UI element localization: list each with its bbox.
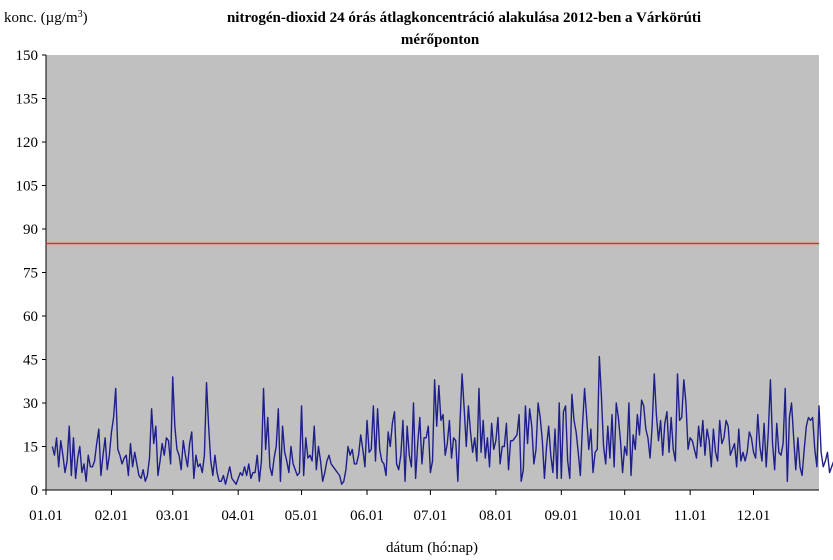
y-tick-label: 0 bbox=[31, 483, 39, 499]
x-tick-label: 01.01 bbox=[29, 508, 63, 524]
y-axis-label: konc. (µg/m3) bbox=[4, 9, 88, 27]
x-tick-label: 08.01 bbox=[479, 508, 513, 524]
y-tick-label: 60 bbox=[23, 309, 38, 325]
x-tick-label: 07.01 bbox=[414, 508, 448, 524]
series-group bbox=[51, 355, 833, 485]
x-tick-label: 04.01 bbox=[221, 508, 255, 524]
x-tick-label: 03.01 bbox=[156, 508, 190, 524]
x-axis: 01.01 02.01 03.01 04.01 05.01 06.01 07.01 08.01… bbox=[29, 490, 770, 524]
chart-title-line1: nitrogén-dioxid 24 órás átlagkoncentráci… bbox=[227, 10, 701, 26]
chart-title-line2: mérőponton bbox=[401, 32, 480, 48]
y-tick-label: 75 bbox=[23, 266, 38, 282]
x-axis-label: dátum (hó:nap) bbox=[386, 540, 478, 556]
y-tick-label: 150 bbox=[16, 48, 39, 64]
y-tick-label: 120 bbox=[16, 135, 39, 151]
x-tick-label: 05.01 bbox=[285, 508, 319, 524]
y-axis: 0 15 30 45 60 75 90 105 120 135 150 bbox=[16, 48, 46, 499]
x-tick-label: 06.01 bbox=[350, 508, 384, 524]
x-tick-label: 12.01 bbox=[737, 508, 771, 524]
y-tick-label: 135 bbox=[16, 92, 39, 108]
series-line bbox=[51, 355, 833, 485]
y-tick-label: 105 bbox=[16, 179, 39, 195]
y-tick-label: 90 bbox=[23, 222, 38, 238]
x-tick-label: 11.01 bbox=[674, 508, 707, 524]
x-tick-label: 10.01 bbox=[608, 508, 642, 524]
y-tick-label: 45 bbox=[23, 353, 38, 369]
y-tick-label: 15 bbox=[23, 440, 38, 456]
y-tick-label: 30 bbox=[23, 396, 38, 412]
x-tick-label: 02.01 bbox=[95, 508, 129, 524]
x-tick-label: 09.01 bbox=[544, 508, 578, 524]
